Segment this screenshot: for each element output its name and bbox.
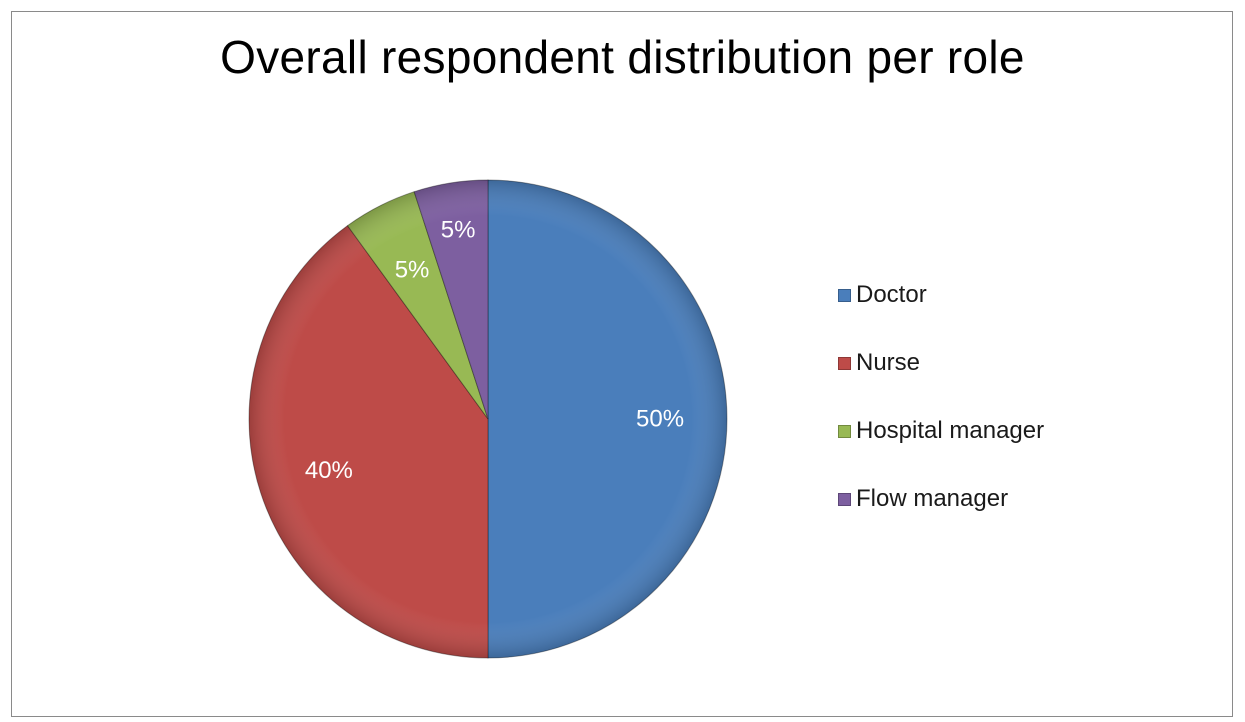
pie-slice-labels: 50% 40% 5% 5% — [305, 217, 684, 485]
legend-swatch — [838, 424, 851, 438]
legend-item-hospital-manager: Hospital manager — [838, 414, 1044, 448]
legend-item-doctor: Doctor — [838, 278, 1044, 312]
slice-label-doctor: 50% — [636, 406, 684, 433]
legend-swatch — [838, 492, 851, 506]
legend-label: Hospital manager — [856, 417, 1045, 444]
chart-title: Overall respondent distribution per role — [220, 31, 1025, 83]
legend: Doctor Nurse Hospital manager Flow manager — [838, 278, 1044, 550]
legend-label: Doctor — [856, 281, 927, 308]
legend-swatch — [838, 356, 851, 370]
slice-label-flow-manager: 5% — [441, 217, 476, 244]
legend-swatch — [838, 288, 851, 302]
pie-slice-doctor — [487, 179, 728, 659]
legend-item-flow-manager: Flow manager — [838, 482, 1044, 516]
slice-label-nurse: 40% — [305, 457, 353, 484]
slice-label-hospital-manager: 5% — [395, 256, 430, 283]
legend-item-nurse: Nurse — [838, 346, 1044, 380]
legend-label: Nurse — [856, 349, 921, 376]
legend-label: Flow manager — [856, 485, 1009, 512]
